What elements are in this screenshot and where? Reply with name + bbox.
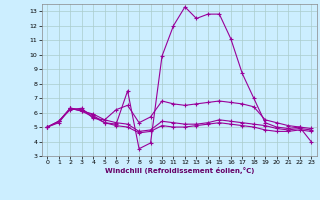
X-axis label: Windchill (Refroidissement éolien,°C): Windchill (Refroidissement éolien,°C) xyxy=(105,167,254,174)
